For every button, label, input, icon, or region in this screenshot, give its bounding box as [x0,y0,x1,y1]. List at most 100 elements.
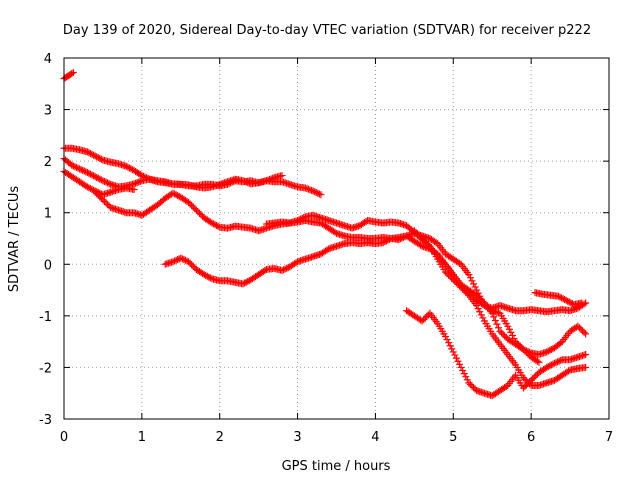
data-point [203,272,211,280]
data-point [522,348,530,356]
data-point [382,237,390,245]
data-point [442,332,449,340]
data-point [186,259,194,267]
data-point [76,165,84,173]
data-point [519,374,527,382]
data-point [435,254,443,262]
data-point [496,327,504,335]
series-group [60,68,590,400]
data-point [490,313,498,321]
data-point [97,176,105,184]
data-point [473,291,481,299]
data-point [466,380,474,388]
data-point [421,238,429,246]
data-point [174,256,182,264]
data-point [88,150,96,158]
data-point [294,216,302,224]
data-point [172,256,180,264]
data-point [521,383,529,391]
data-point [96,193,104,201]
data-point [504,322,512,330]
data-point [454,357,462,365]
data-point [574,322,582,330]
data-point [423,239,431,247]
data-point [90,172,98,180]
data-point [102,199,110,207]
data-point [91,188,99,196]
data-point [82,168,90,176]
data-point [188,261,196,269]
data-point [188,201,196,209]
data-point [317,191,325,199]
data-point [543,348,551,356]
data-point [200,271,208,279]
data-point [385,235,393,243]
data-point [508,331,516,339]
data-point [459,367,467,375]
data-point [561,296,569,304]
data-point [169,189,177,197]
data-point [456,259,464,267]
data-point [213,222,221,230]
data-point [306,186,314,194]
data-point [418,317,426,325]
data-point [521,347,529,355]
data-point [88,171,96,179]
data-point [68,69,76,77]
data-point [552,359,560,367]
data-point [493,320,501,328]
data-point [127,165,135,173]
data-point [301,184,309,192]
data-point [557,356,565,364]
data-point [186,200,194,208]
y-axis-label: SDTVAR / TECUs [7,186,22,293]
data-point [278,266,286,274]
data-point [502,383,510,391]
y-tick-label: -3 [39,413,52,428]
data-point [124,163,132,171]
data-point [442,268,449,276]
data-point [438,257,446,265]
data-point [476,308,484,316]
data-point [85,169,93,177]
x-tick-label: 2 [216,430,224,445]
data-point [468,382,476,390]
data-point [564,297,572,305]
data-point [559,295,567,303]
data-point [283,264,291,272]
x-axis-label: GPS time / hours [282,459,391,474]
data-point [94,174,102,182]
data-point [309,187,317,195]
chart-title: Day 139 of 2020, Sidereal Day-to-day VTE… [63,23,591,38]
data-point [448,345,456,353]
data-point [498,329,506,337]
data-point [242,178,250,186]
data-point [214,222,222,230]
data-point [532,372,540,380]
data-point [80,167,88,175]
data-point [555,357,563,365]
data-point [452,354,460,362]
data-point [323,246,331,254]
data-point [99,177,107,185]
data-point [526,378,534,386]
data-point [521,375,529,383]
data-point [468,277,476,285]
data-point [465,271,473,279]
data-point [331,228,339,236]
data-point [565,298,573,306]
data-point [457,363,465,371]
data-point [86,170,94,178]
data-point [424,241,432,249]
x-tick-label: 4 [371,430,379,445]
data-point [171,257,179,265]
data-point [79,166,87,174]
data-point [194,208,202,216]
data-point [99,196,107,204]
y-tick-label: 2 [44,155,52,170]
data-point [451,351,459,359]
data-point [477,311,485,319]
data-point [565,367,573,375]
data-point [384,236,392,244]
data-point [443,336,451,344]
